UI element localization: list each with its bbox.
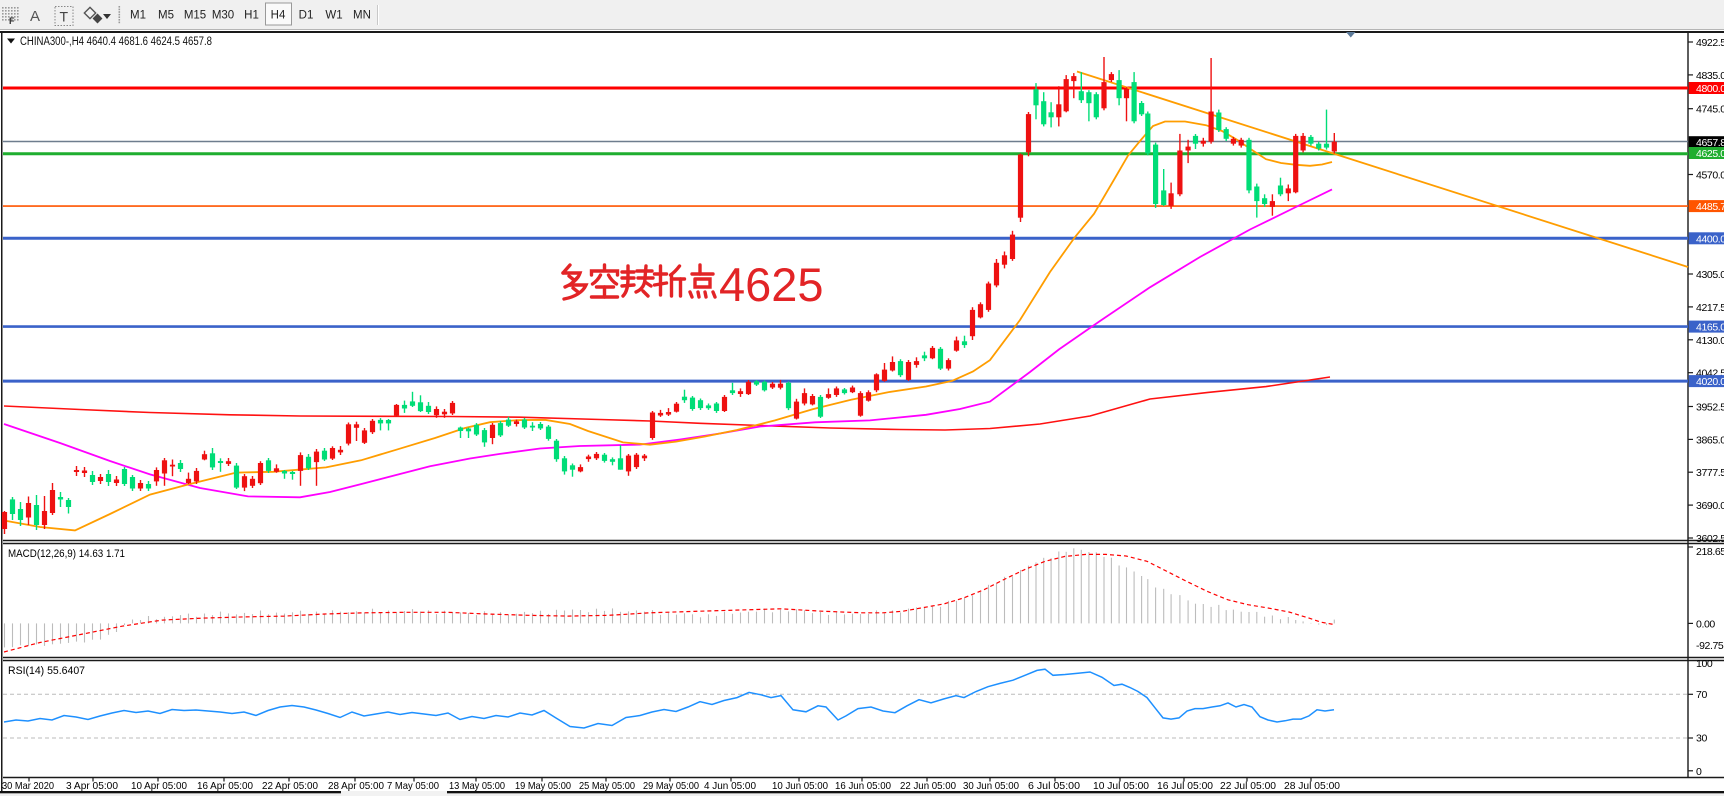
- svg-text:70: 70: [1696, 689, 1707, 701]
- svg-text:30 Jun 05:00: 30 Jun 05:00: [963, 780, 1019, 792]
- svg-text:22 Jun 05:00: 22 Jun 05:00: [900, 780, 956, 792]
- svg-text:4745.0: 4745.0: [1696, 104, 1724, 116]
- svg-text:4400.0: 4400.0: [1696, 233, 1724, 245]
- svg-text:4657.8: 4657.8: [1696, 137, 1724, 149]
- svg-text:A: A: [30, 8, 40, 25]
- svg-text:M30: M30: [212, 10, 234, 22]
- svg-text:0: 0: [1696, 766, 1702, 778]
- svg-text:16 Jun 05:00: 16 Jun 05:00: [835, 780, 891, 792]
- svg-text:3602.5: 3602.5: [1696, 533, 1724, 545]
- svg-text:30 Mar 2020: 30 Mar 2020: [2, 780, 54, 792]
- svg-text:M1: M1: [130, 10, 146, 22]
- svg-text:4800.0: 4800.0: [1696, 83, 1724, 95]
- svg-text:30: 30: [1696, 733, 1707, 745]
- svg-text:10 Jun 05:00: 10 Jun 05:00: [772, 780, 828, 792]
- svg-text:3 Apr 05:00: 3 Apr 05:00: [66, 780, 118, 792]
- svg-text:6 Jul 05:00: 6 Jul 05:00: [1028, 780, 1080, 792]
- svg-text:10 Apr 05:00: 10 Apr 05:00: [131, 780, 187, 792]
- svg-text:22 Jul 05:00: 22 Jul 05:00: [1220, 780, 1276, 792]
- svg-text:16 Apr 05:00: 16 Apr 05:00: [197, 780, 253, 792]
- svg-text:4 Jun 05:00: 4 Jun 05:00: [704, 780, 756, 792]
- svg-text:3690.0: 3690.0: [1696, 500, 1724, 512]
- svg-text:4305.0: 4305.0: [1696, 269, 1724, 281]
- svg-text:H1: H1: [244, 10, 259, 22]
- svg-text:MN: MN: [353, 10, 371, 22]
- svg-text:RSI(14) 55.6407: RSI(14) 55.6407: [8, 665, 85, 677]
- svg-text:4165.0: 4165.0: [1696, 322, 1724, 334]
- svg-text:M15: M15: [184, 10, 206, 22]
- svg-text:H4: H4: [271, 10, 286, 22]
- svg-text:4020.0: 4020.0: [1696, 376, 1724, 388]
- svg-text:7 May 05:00: 7 May 05:00: [387, 780, 439, 792]
- svg-text:13 May 05:00: 13 May 05:00: [449, 780, 505, 792]
- svg-text:T: T: [60, 9, 69, 25]
- svg-text:0.00: 0.00: [1696, 618, 1715, 630]
- svg-text:100: 100: [1696, 658, 1713, 670]
- svg-text:3777.5: 3777.5: [1696, 467, 1724, 479]
- svg-text:4625.0: 4625.0: [1696, 148, 1724, 160]
- svg-text:4485.7: 4485.7: [1696, 201, 1724, 213]
- svg-text:F: F: [9, 16, 15, 26]
- svg-text:CHINA300-,H4 4640.4 4681.6 46: CHINA300-,H4 4640.4 4681.6 4624.5 4657.8: [20, 36, 212, 48]
- svg-text:4570.0: 4570.0: [1696, 170, 1724, 182]
- svg-text:4922.5: 4922.5: [1696, 37, 1724, 49]
- svg-text:MACD(12,26,9) 14.63 1.71: MACD(12,26,9) 14.63 1.71: [8, 548, 125, 560]
- svg-text:19 May 05:00: 19 May 05:00: [515, 780, 571, 792]
- svg-text:3952.5: 3952.5: [1696, 402, 1724, 414]
- svg-text:10 Jul 05:00: 10 Jul 05:00: [1093, 780, 1149, 792]
- svg-text:D1: D1: [299, 10, 314, 22]
- svg-text:28 Jul 05:00: 28 Jul 05:00: [1284, 780, 1340, 792]
- svg-text:M5: M5: [158, 10, 174, 22]
- svg-text:-92.75: -92.75: [1696, 640, 1724, 652]
- svg-text:4130.0: 4130.0: [1696, 335, 1724, 347]
- svg-text:W1: W1: [325, 10, 342, 22]
- svg-text:3865.0: 3865.0: [1696, 434, 1724, 446]
- svg-text:4625: 4625: [719, 258, 824, 311]
- svg-text:22 Apr 05:00: 22 Apr 05:00: [262, 780, 318, 792]
- svg-text:16 Jul 05:00: 16 Jul 05:00: [1157, 780, 1213, 792]
- svg-text:25 May 05:00: 25 May 05:00: [579, 780, 635, 792]
- svg-text:218.65: 218.65: [1696, 546, 1724, 558]
- svg-text:28 Apr 05:00: 28 Apr 05:00: [328, 780, 384, 792]
- svg-text:4217.5: 4217.5: [1696, 302, 1724, 314]
- svg-text:29 May 05:00: 29 May 05:00: [643, 780, 699, 792]
- svg-text:4835.0: 4835.0: [1696, 70, 1724, 82]
